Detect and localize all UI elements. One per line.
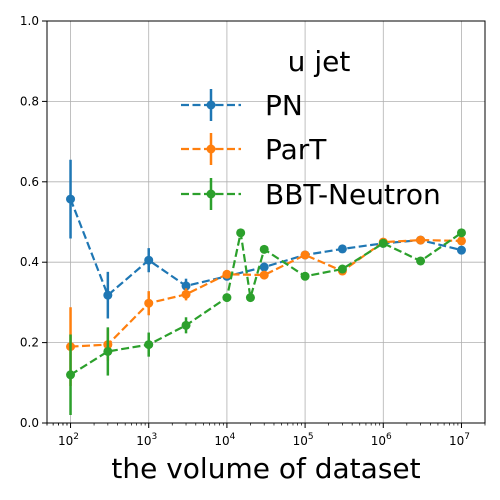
data-point: [416, 235, 426, 245]
grid: [47, 20, 485, 424]
plot-series: [66, 159, 466, 415]
data-point: [181, 281, 191, 291]
x-axis-ticks: 102 103 104 105 106 107: [46, 423, 486, 448]
x-tick-label: 105: [293, 432, 314, 448]
y-axis-ticks: 0.0 0.2 0.4 0.6 0.8 1.0: [20, 14, 47, 430]
data-point: [259, 270, 269, 280]
legend-label: ParT: [265, 133, 327, 166]
data-point: [181, 320, 191, 330]
data-point: [300, 271, 310, 281]
data-point: [103, 290, 113, 300]
data-point: [245, 293, 255, 303]
data-point: [259, 244, 269, 254]
series-line: [69, 231, 463, 376]
legend-marker: [206, 144, 216, 154]
legend-label: PN: [265, 89, 303, 122]
data-point: [66, 370, 76, 380]
data-point: [337, 244, 347, 254]
data-point: [222, 293, 232, 303]
data-point: [144, 340, 154, 350]
y-tick-label: 0.2: [20, 336, 39, 350]
legend-entry: ParT: [181, 133, 327, 166]
legend-entry: BBT-Neutron: [181, 178, 441, 211]
data-point: [378, 238, 388, 248]
plot-frame: [46, 20, 486, 424]
data-point: [456, 236, 466, 246]
y-tick-label: 0.8: [20, 94, 39, 108]
data-point: [337, 264, 347, 274]
data-point: [236, 228, 246, 238]
y-tick-label: 0.0: [20, 416, 39, 430]
legend: u jet PN ParT BBT-Neutron: [181, 45, 441, 211]
y-tick-label: 0.4: [20, 255, 39, 269]
data-point: [300, 250, 310, 260]
data-point: [103, 346, 113, 356]
data-point: [144, 298, 154, 308]
legend-label: BBT-Neutron: [265, 178, 441, 211]
data-point: [66, 194, 76, 204]
y-tick-label: 1.0: [20, 14, 39, 28]
data-point: [222, 269, 232, 279]
series-line: [70, 238, 462, 348]
x-axis-label: the volume of dataset: [111, 452, 420, 485]
x-tick-label: 107: [449, 432, 470, 448]
legend-marker: [206, 100, 216, 110]
legend-marker: [206, 189, 216, 199]
data-point: [456, 245, 466, 255]
x-tick-label: 103: [136, 432, 157, 448]
legend-entry: PN: [181, 89, 303, 122]
x-tick-label: 104: [214, 432, 235, 448]
legend-title: u jet: [288, 45, 351, 78]
data-point: [181, 289, 191, 299]
data-point: [259, 262, 269, 272]
y-tick-label: 0.6: [20, 175, 39, 189]
x-tick-label: 106: [371, 432, 392, 448]
data-point: [144, 255, 154, 265]
data-point: [456, 228, 466, 238]
series-bbt-neutron: [66, 228, 466, 415]
x-tick-label: 102: [58, 432, 79, 448]
data-point: [416, 256, 426, 266]
series-part: [66, 235, 466, 387]
